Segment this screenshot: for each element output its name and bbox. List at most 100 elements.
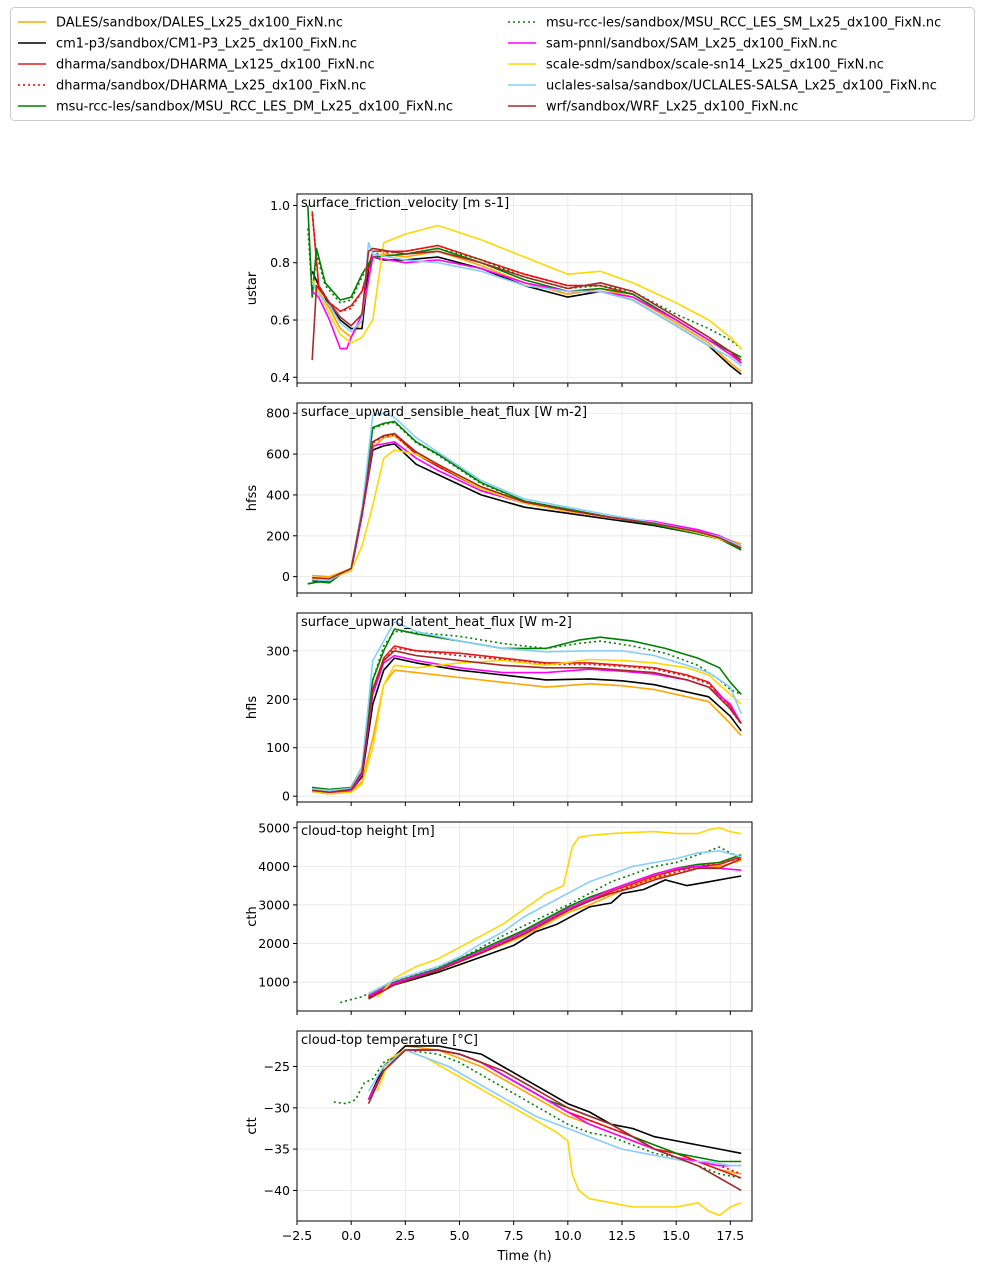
series-line [312,440,742,581]
series-line [333,1049,742,1179]
y-tick-label: 1000 [258,975,290,990]
x-ticks [296,1011,731,1015]
series-line [368,857,742,1000]
legend-label: wrf/sandbox/WRF_Lx25_dx100_FixN.nc [546,100,798,115]
series-line [368,850,742,995]
series-line [312,432,742,580]
panel-cth: 1000 2000 3000 4000 5000 cloud-top height [m]… [245,820,753,1015]
x-axis-label: Time (h) [496,1249,551,1264]
y-tick-label: 200 [266,528,290,543]
axes-frame [296,821,753,1012]
x-tick-label: −2.5 [282,1228,312,1243]
series-line [368,854,742,997]
series-line [311,224,742,350]
y-tick-label: 300 [266,643,290,658]
series-line [367,1049,742,1192]
x-tick-label: 10.0 [554,1228,582,1243]
axes-frame [296,612,753,803]
legend-label: uclales-salsa/sandbox/UCLALES-SALSA_Lx25… [546,79,937,94]
x-tick-label: 15.0 [662,1228,690,1243]
x-ticks [296,802,731,806]
legend-label: dharma/sandbox/DHARMA_Lx25_dx100_FixN.nc [56,79,366,94]
y-ticks: 1000 2000 3000 4000 5000 [258,820,297,990]
y-tick-label: 600 [266,447,290,462]
y-axis-label: cth [245,906,260,926]
grid [296,403,752,593]
series-line [340,846,742,1004]
series-line [311,247,742,361]
series-line [312,669,742,795]
y-tick-label: −30 [264,1100,290,1115]
series-line [367,1045,742,1155]
y-tick-label: 0.4 [270,370,290,385]
panel-title: surface_friction_velocity [m s-1] [301,196,509,211]
y-tick-label: 100 [266,740,290,755]
panel-title: surface_upward_latent_heat_flux [W m-2] [301,615,572,630]
legend-frame [10,7,975,121]
y-tick-label: −35 [264,1142,290,1157]
panel-ctt: −25 −30 −35 −40 −2.5 0.0 2.5 5.0 7.5 10.0 12.5 15.0… [245,1030,753,1264]
x-tick-label: 0.0 [341,1228,361,1243]
x-tick-label: 7.5 [504,1228,524,1243]
y-ticks: 0 200 400 600 800 [266,406,297,584]
series-line [312,649,742,794]
x-ticks [296,593,731,597]
panel-title: cloud-top temperature [°C] [301,1033,478,1048]
series-line [312,412,742,582]
legend-label: sam-pnnl/sandbox/SAM_Lx25_dx100_FixN.nc [546,37,837,52]
panel-title: cloud-top height [m] [301,824,435,839]
y-axis-label: ustar [245,271,260,305]
y-tick-label: 0.8 [270,255,290,270]
y-tick-label: −25 [264,1059,290,1074]
y-axis-label: ctt [245,1117,260,1134]
series-line [312,434,742,578]
series-group [307,205,742,376]
y-tick-label: 800 [266,406,290,421]
series-line [376,1049,742,1216]
x-ticks: −2.5 0.0 2.5 5.0 7.5 10.0 12.5 15.0 17.5 [282,1221,744,1243]
y-tick-label: 0 [282,789,290,804]
y-ticks: 0 100 200 300 [266,643,297,804]
y-tick-label: 0.6 [270,313,290,328]
series-line [311,256,742,364]
panel-title: surface_upward_sensible_heat_flux [W m-2… [301,405,587,420]
y-tick-label: 5000 [258,820,290,835]
legend-label: cm1-p3/sandbox/CM1-P3_Lx25_dx100_FixN.nc [56,37,357,52]
panel-hfls: 0 100 200 300 surface_upward_latent_heat_flu… [245,612,753,806]
series-group [340,826,742,1004]
series-group [333,1045,742,1216]
x-tick-label: 2.5 [395,1228,415,1243]
y-ticks: 0.4 0.6 0.8 1.0 [270,198,297,385]
series-line [307,228,742,350]
x-tick-label: 12.5 [608,1228,636,1243]
series-line [312,658,742,795]
series-line [368,875,742,999]
axes-frame [296,1030,753,1222]
series-line [311,241,742,367]
series-group [312,620,742,795]
legend: DALES/sandbox/DALES_Lx25_dx100_FixN.nccm… [10,7,975,121]
series-line [312,449,742,581]
legend-label: dharma/sandbox/DHARMA_Lx125_dx100_FixN.n… [56,58,375,73]
legend-label: msu-rcc-les/sandbox/MSU_RCC_LES_DM_Lx25_… [56,100,453,115]
legend-label: DALES/sandbox/DALES_Lx25_dx100_FixN.nc [56,16,343,31]
series-line [376,826,742,999]
y-tick-label: 200 [266,692,290,707]
x-tick-label: 17.5 [716,1228,744,1243]
series-line [312,443,742,583]
legend-label: msu-rcc-les/sandbox/MSU_RCC_LES_SM_Lx25_… [546,16,941,31]
legend-label: scale-sdm/sandbox/scale-sn14_Lx25_dx100_… [546,58,884,73]
y-tick-label: 400 [266,487,290,502]
series-group [307,412,742,585]
y-tick-label: 1.0 [270,198,290,213]
y-tick-label: 2000 [258,936,290,951]
series-line [368,865,742,997]
axes-frame [296,193,753,384]
y-axis-label: hfls [245,696,260,719]
y-tick-label: −40 [264,1183,290,1198]
series-line [311,250,742,373]
series-line [311,211,742,364]
panel-ustar: 0.4 0.6 0.8 1.0 surface_friction_velocity [m… [245,193,753,387]
